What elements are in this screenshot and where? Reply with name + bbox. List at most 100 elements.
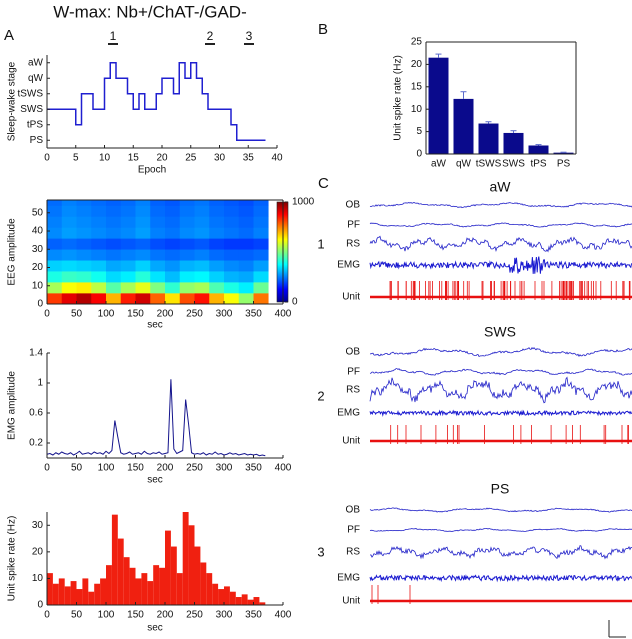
heatmap-cell bbox=[76, 200, 92, 206]
heatmap-cell bbox=[135, 227, 151, 239]
heatmap-cell bbox=[106, 282, 122, 294]
heatmap-cell bbox=[61, 205, 77, 217]
x-tick-label: 350 bbox=[245, 610, 262, 621]
heatmap-cell bbox=[120, 271, 136, 283]
x-tick-label: 50 bbox=[71, 309, 83, 320]
heatmap-cell bbox=[150, 205, 166, 217]
heatmap-cell bbox=[194, 249, 210, 261]
x-tick-label: 20 bbox=[156, 153, 168, 164]
y-tick-label: 20 bbox=[32, 546, 44, 557]
heatmap-cell bbox=[135, 293, 151, 305]
lfp-trace bbox=[369, 235, 632, 253]
channel-label: Unit bbox=[342, 596, 360, 607]
heatmap-cell bbox=[91, 271, 107, 283]
histogram-bar bbox=[52, 583, 59, 605]
histogram-bar bbox=[218, 589, 224, 605]
heatmap-cell bbox=[91, 293, 107, 305]
heatmap-cell bbox=[47, 200, 63, 206]
y-tick-label: 30 bbox=[32, 244, 44, 255]
heatmap-cell bbox=[165, 260, 181, 272]
histogram-bar bbox=[188, 525, 195, 605]
histogram-bar bbox=[200, 562, 207, 605]
trace-title: aW bbox=[490, 179, 512, 195]
heatmap-cell bbox=[179, 271, 195, 283]
lfp-trace bbox=[369, 347, 632, 358]
heatmap-cell bbox=[224, 249, 240, 261]
x-tick-label: qW bbox=[456, 159, 472, 170]
heatmap-cell bbox=[120, 282, 136, 294]
y-tick-label: 40 bbox=[32, 226, 44, 237]
heatmap-cell bbox=[179, 293, 195, 305]
x-tick-label: tSWS bbox=[476, 159, 502, 170]
heatmap-cell bbox=[91, 200, 107, 206]
heatmap-cell bbox=[179, 260, 195, 272]
heatmap-cell bbox=[194, 238, 210, 250]
heatmap-cell bbox=[165, 227, 181, 239]
heatmap-cell bbox=[150, 249, 166, 261]
chart-panel: Unit spike rate (Hz) aW qW tSWS SWS tPS PS 0 5 10… bbox=[393, 37, 577, 170]
y-tick-label: 0 bbox=[416, 149, 422, 160]
heatmap-cell bbox=[135, 216, 151, 228]
channel-label: EMG bbox=[337, 573, 360, 584]
heatmap-cell bbox=[47, 282, 63, 294]
histogram-bar bbox=[170, 546, 177, 605]
heatmap-cell bbox=[179, 238, 195, 250]
channel-label: PF bbox=[347, 220, 360, 231]
heatmap-cell bbox=[238, 200, 254, 206]
y-axis-label: Unit spike rate (Hz) bbox=[393, 55, 404, 141]
x-tick-label: 300 bbox=[216, 610, 233, 621]
x-tick-label: 10 bbox=[99, 153, 111, 164]
y-tick-label: 10 bbox=[32, 280, 44, 291]
heatmap-cell bbox=[238, 205, 254, 217]
x-tick-label: 0 bbox=[44, 463, 50, 474]
emg-trace bbox=[369, 409, 632, 417]
x-tick-label: SWS bbox=[502, 159, 525, 170]
x-tick-label: 400 bbox=[275, 309, 292, 320]
heatmap-cell bbox=[209, 205, 225, 217]
heatmap-cell bbox=[194, 260, 210, 272]
heatmap-cell bbox=[106, 200, 122, 206]
heatmap-cell bbox=[120, 238, 136, 250]
channel-label: EMG bbox=[337, 408, 360, 419]
histogram-bar bbox=[47, 573, 53, 605]
histogram-bar bbox=[253, 597, 260, 605]
heatmap-cell bbox=[120, 205, 136, 217]
histogram-bar bbox=[76, 589, 83, 605]
heatmap-cell bbox=[61, 260, 77, 272]
heatmap-cell bbox=[91, 238, 107, 250]
heatmap-cell bbox=[106, 227, 122, 239]
heatmap-cell bbox=[224, 282, 240, 294]
heatmap-cell bbox=[165, 249, 181, 261]
heatmap-cell bbox=[253, 293, 269, 305]
histogram-bar bbox=[194, 546, 201, 605]
x-tick-label: 150 bbox=[127, 463, 144, 474]
x-tick-label: PS bbox=[557, 159, 571, 170]
channel-label: Unit bbox=[342, 436, 360, 447]
histogram-bar bbox=[111, 514, 118, 605]
bar bbox=[453, 98, 474, 154]
x-tick-label: 200 bbox=[157, 309, 174, 320]
heatmap-cell bbox=[179, 200, 195, 206]
histogram-bar bbox=[82, 578, 89, 605]
bar bbox=[553, 152, 574, 154]
heatmap-cell bbox=[224, 238, 240, 250]
y-tick-label: aW bbox=[28, 57, 44, 68]
heatmap-cell bbox=[238, 249, 254, 261]
heatmap-cell bbox=[106, 260, 122, 272]
histogram-bar bbox=[259, 602, 266, 605]
bar bbox=[503, 132, 524, 154]
bar bbox=[428, 57, 449, 154]
x-tick-label: 250 bbox=[186, 610, 203, 621]
heatmap-cell bbox=[150, 200, 166, 206]
heatmap-cell bbox=[165, 271, 181, 283]
heatmap-cell bbox=[76, 238, 92, 250]
channel-label: PF bbox=[347, 525, 360, 536]
heatmap-cell bbox=[150, 271, 166, 283]
heatmap-cell bbox=[194, 282, 210, 294]
trace-title: SWS bbox=[484, 324, 516, 340]
heatmap-cell bbox=[253, 282, 269, 294]
lfp-trace bbox=[369, 507, 632, 513]
heatmap-cell bbox=[106, 216, 122, 228]
emg-line bbox=[46, 379, 266, 457]
x-tick-label: 30 bbox=[214, 153, 226, 164]
